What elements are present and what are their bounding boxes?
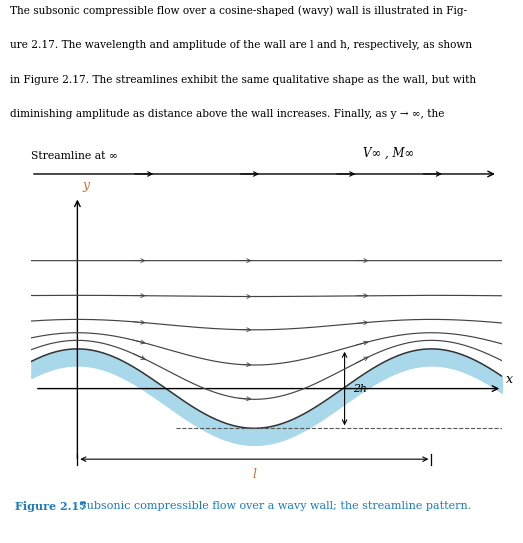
Text: V∞ , M∞: V∞ , M∞ — [363, 147, 414, 160]
Text: Subsonic compressible flow over a wavy wall; the streamline pattern.: Subsonic compressible flow over a wavy w… — [72, 501, 471, 511]
Text: x: x — [506, 374, 513, 387]
Text: l: l — [252, 468, 256, 481]
Text: The subsonic compressible flow over a cosine-shaped (wavy) wall is illustrated i: The subsonic compressible flow over a co… — [10, 5, 468, 16]
Text: ure 2.17. The wavelength and amplitude of the wall are l and h, respectively, as: ure 2.17. The wavelength and amplitude o… — [10, 40, 473, 50]
Text: 2h: 2h — [354, 383, 367, 394]
Text: in Figure 2.17. The streamlines exhibit the same qualitative shape as the wall, : in Figure 2.17. The streamlines exhibit … — [10, 74, 476, 85]
Text: diminishing amplitude as distance above the wall increases. Finally, as y → ∞, t: diminishing amplitude as distance above … — [10, 109, 445, 119]
Text: Figure 2.17: Figure 2.17 — [16, 501, 87, 512]
Text: Streamline at ∞: Streamline at ∞ — [31, 151, 118, 161]
Text: y: y — [83, 179, 90, 192]
